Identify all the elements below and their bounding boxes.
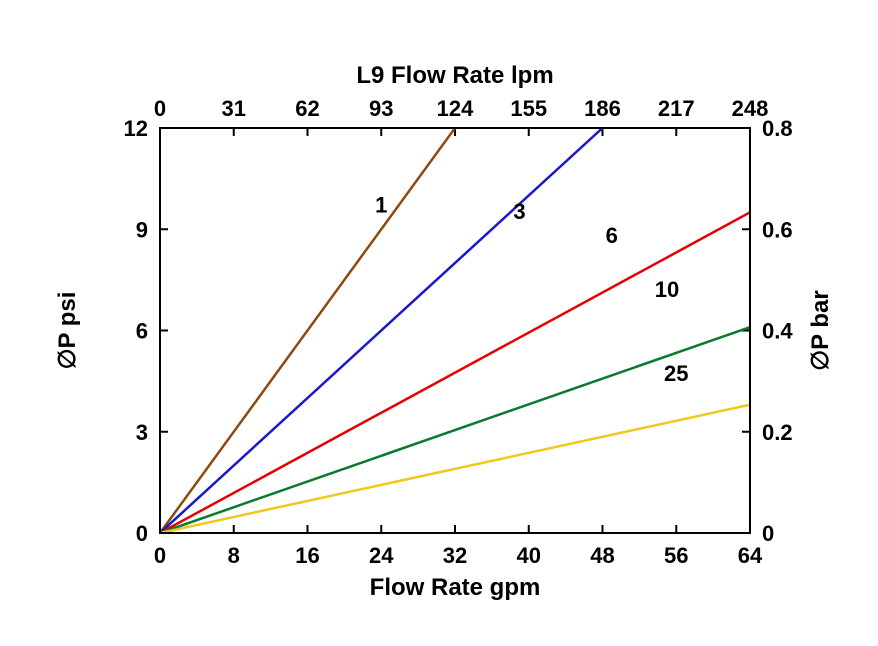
chart-title-top: L9 Flow Rate lpm xyxy=(356,62,553,89)
xtick-label-bottom: 0 xyxy=(154,543,166,568)
xtick-label-top: 186 xyxy=(584,96,621,121)
ytick-label-left: 3 xyxy=(136,420,148,445)
xtick-label-bottom: 64 xyxy=(738,543,763,568)
xtick-label-top: 93 xyxy=(369,96,393,121)
y-axis-label-right: ∅P bar xyxy=(807,290,834,371)
xtick-label-bottom: 40 xyxy=(517,543,541,568)
flow-rate-chart: 0816243240485664Flow Rate gpm03162931241… xyxy=(0,0,878,646)
ytick-label-right: 0.2 xyxy=(762,420,793,445)
xtick-label-bottom: 56 xyxy=(664,543,688,568)
ytick-label-right: 0.8 xyxy=(762,116,793,141)
ytick-label-left: 6 xyxy=(136,319,148,344)
series-label: 1 xyxy=(375,192,387,217)
plot-area xyxy=(160,128,750,533)
ytick-label-left: 0 xyxy=(136,521,148,546)
xtick-label-bottom: 8 xyxy=(228,543,240,568)
series-label: 6 xyxy=(606,223,618,248)
ytick-label-left: 9 xyxy=(136,217,148,242)
series-label: 10 xyxy=(655,277,679,302)
ytick-label-right: 0 xyxy=(762,521,774,546)
xtick-label-bottom: 24 xyxy=(369,543,394,568)
series-label: 25 xyxy=(664,361,688,386)
xtick-label-top: 0 xyxy=(154,96,166,121)
xtick-label-bottom: 32 xyxy=(443,543,467,568)
xtick-label-bottom: 16 xyxy=(295,543,319,568)
xtick-label-top: 155 xyxy=(510,96,547,121)
xtick-label-top: 31 xyxy=(222,96,246,121)
ytick-label-left: 12 xyxy=(124,116,148,141)
xtick-label-top: 62 xyxy=(295,96,319,121)
series-label: 3 xyxy=(513,199,525,224)
xtick-label-top: 124 xyxy=(437,96,474,121)
x-axis-label-bottom: Flow Rate gpm xyxy=(370,574,541,601)
xtick-label-top: 217 xyxy=(658,96,695,121)
chart-container: 0816243240485664Flow Rate gpm03162931241… xyxy=(0,0,878,646)
ytick-label-right: 0.4 xyxy=(762,319,793,344)
y-axis-label-left: ∅P psi xyxy=(54,292,81,370)
xtick-label-bottom: 48 xyxy=(590,543,614,568)
ytick-label-right: 0.6 xyxy=(762,217,793,242)
